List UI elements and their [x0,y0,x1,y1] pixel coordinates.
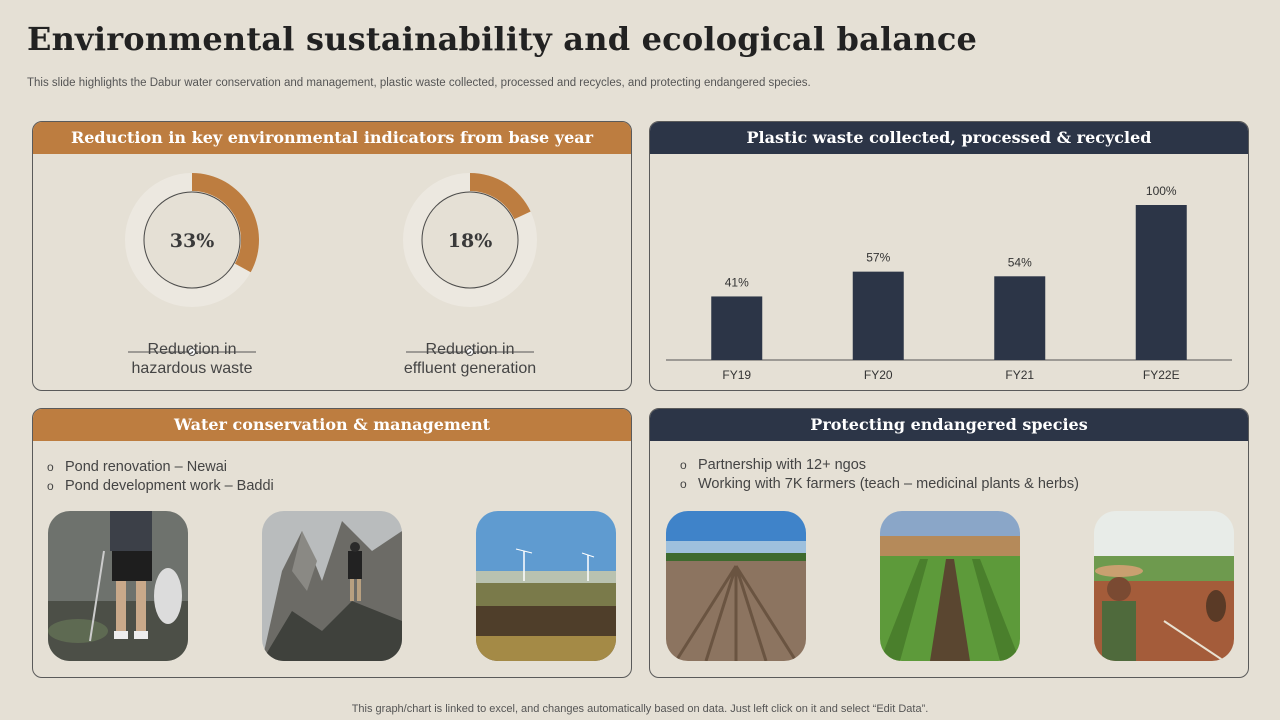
plastic-header: Plastic waste collected, processed & rec… [650,122,1248,154]
bar-value-label: 100% [1146,184,1177,198]
farmer-plowing-photo [1094,511,1234,661]
person-picking-litter-photo [48,511,188,661]
indicators-panel: Reduction in key environmental indicator… [32,121,632,391]
list-item: Working with 7K farmers (teach – medicin… [680,475,1079,494]
donut-value-label: 33% [170,230,215,252]
list-item: Pond development work – Baddi [47,477,274,496]
list-item: Pond renovation – Newai [47,458,274,477]
divider-dot [466,348,474,356]
footer-note: This graph/chart is linked to excel, and… [351,703,929,715]
list-item: Partnership with 12+ ngos [680,456,1079,475]
species-header: Protecting endangered species [650,409,1248,441]
page-subtitle: This slide highlights the Dabur water co… [27,77,811,89]
species-bullet-list: Partnership with 12+ ngos Working with 7… [680,456,1079,493]
bar-fy19 [711,296,763,360]
water-header: Water conservation & management [33,409,631,441]
donut-inner-ring [421,191,519,289]
crop-rows-photo [880,511,1020,661]
donut-effluent-generation: 18% [403,173,537,356]
donut-value-arc [470,173,531,220]
page-title: Environmental sustainability and ecologi… [27,20,978,58]
species-panel: Protecting endangered species Partnershi… [649,408,1249,678]
donut-inner-ring [143,191,241,289]
bar-fy22e [1135,205,1187,360]
bar-fy21 [994,276,1046,360]
plastic-panel: Plastic waste collected, processed & rec… [649,121,1249,391]
bar-value-label: 57% [866,251,890,265]
plowed-field-photo [666,511,806,661]
water-bullet-list: Pond renovation – Newai Pond development… [47,458,274,495]
bar-value-label: 54% [1008,255,1032,269]
divider-dot [188,348,196,356]
donut-hazardous-waste: 33% [125,173,260,356]
x-tick-label: FY22E [1143,368,1180,382]
water-panel: Water conservation & management Pond ren… [32,408,632,678]
plastic-bar-chart: 41% FY19 57% FY20 54% FY21 100% FY22E [666,184,1232,382]
indicators-header: Reduction in key environmental indicator… [33,122,631,154]
donut-label-effluent: Reduction in effluent generation [403,341,537,377]
donut-label-hazardous: Reduction in hazardous waste [131,341,253,377]
donut-value-label: 18% [448,230,493,252]
bar-value-label: 41% [725,275,749,289]
wind-turbines-landscape-photo [476,511,616,661]
x-tick-label: FY21 [1005,368,1034,382]
indicators-donuts: 33% 18% [125,173,537,356]
donut-value-arc [192,173,260,273]
bar-fy20 [852,271,904,360]
x-tick-label: FY20 [864,368,893,382]
hiker-mountain-photo [262,511,402,661]
x-tick-label: FY19 [722,368,751,382]
